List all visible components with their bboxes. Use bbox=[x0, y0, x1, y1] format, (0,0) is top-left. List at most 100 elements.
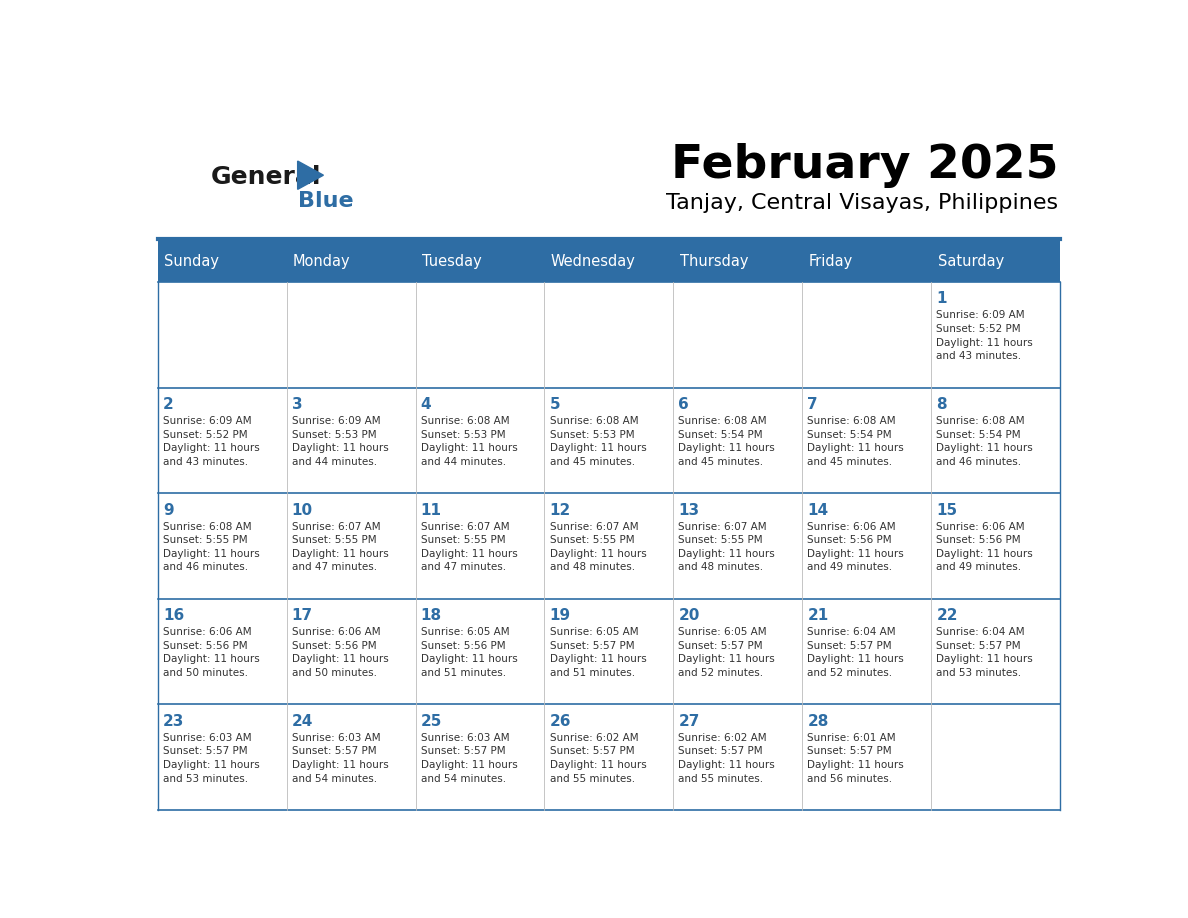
Text: Tanjay, Central Visayas, Philippines: Tanjay, Central Visayas, Philippines bbox=[666, 194, 1059, 214]
Bar bbox=[674, 387, 802, 493]
Bar bbox=[416, 387, 544, 493]
Bar bbox=[802, 387, 931, 493]
Bar bbox=[286, 599, 416, 704]
Text: Sunrise: 6:07 AM
Sunset: 5:55 PM
Daylight: 11 hours
and 47 minutes.: Sunrise: 6:07 AM Sunset: 5:55 PM Dayligh… bbox=[421, 521, 518, 573]
Text: Sunrise: 6:09 AM
Sunset: 5:53 PM
Daylight: 11 hours
and 44 minutes.: Sunrise: 6:09 AM Sunset: 5:53 PM Dayligh… bbox=[292, 416, 388, 467]
Bar bbox=[931, 387, 1060, 493]
Text: Sunrise: 6:09 AM
Sunset: 5:52 PM
Daylight: 11 hours
and 43 minutes.: Sunrise: 6:09 AM Sunset: 5:52 PM Dayligh… bbox=[163, 416, 260, 467]
Text: 19: 19 bbox=[550, 609, 570, 623]
Bar bbox=[544, 241, 674, 282]
Text: 2: 2 bbox=[163, 397, 173, 412]
Bar bbox=[931, 599, 1060, 704]
Text: Sunrise: 6:03 AM
Sunset: 5:57 PM
Daylight: 11 hours
and 54 minutes.: Sunrise: 6:03 AM Sunset: 5:57 PM Dayligh… bbox=[292, 733, 388, 784]
Text: 8: 8 bbox=[936, 397, 947, 412]
Bar bbox=[416, 282, 544, 387]
Text: General: General bbox=[211, 165, 322, 189]
Bar bbox=[158, 493, 286, 599]
Text: Sunrise: 6:06 AM
Sunset: 5:56 PM
Daylight: 11 hours
and 49 minutes.: Sunrise: 6:06 AM Sunset: 5:56 PM Dayligh… bbox=[936, 521, 1034, 573]
Text: 21: 21 bbox=[808, 609, 828, 623]
Bar bbox=[931, 241, 1060, 282]
Text: Sunrise: 6:06 AM
Sunset: 5:56 PM
Daylight: 11 hours
and 50 minutes.: Sunrise: 6:06 AM Sunset: 5:56 PM Dayligh… bbox=[163, 627, 260, 678]
Text: Saturday: Saturday bbox=[937, 254, 1004, 269]
Bar bbox=[286, 387, 416, 493]
Text: 15: 15 bbox=[936, 503, 958, 518]
Text: Sunrise: 6:08 AM
Sunset: 5:54 PM
Daylight: 11 hours
and 45 minutes.: Sunrise: 6:08 AM Sunset: 5:54 PM Dayligh… bbox=[808, 416, 904, 467]
Text: Sunrise: 6:01 AM
Sunset: 5:57 PM
Daylight: 11 hours
and 56 minutes.: Sunrise: 6:01 AM Sunset: 5:57 PM Dayligh… bbox=[808, 733, 904, 784]
Bar bbox=[544, 493, 674, 599]
Text: Sunrise: 6:03 AM
Sunset: 5:57 PM
Daylight: 11 hours
and 54 minutes.: Sunrise: 6:03 AM Sunset: 5:57 PM Dayligh… bbox=[421, 733, 518, 784]
Bar bbox=[544, 282, 674, 387]
Text: 14: 14 bbox=[808, 503, 828, 518]
Text: Thursday: Thursday bbox=[680, 254, 748, 269]
Text: Tuesday: Tuesday bbox=[422, 254, 481, 269]
Text: Wednesday: Wednesday bbox=[551, 254, 636, 269]
Text: 24: 24 bbox=[292, 714, 314, 729]
Text: 20: 20 bbox=[678, 609, 700, 623]
Text: 26: 26 bbox=[550, 714, 571, 729]
Bar bbox=[674, 282, 802, 387]
Bar bbox=[158, 241, 286, 282]
Text: 7: 7 bbox=[808, 397, 819, 412]
Text: 6: 6 bbox=[678, 397, 689, 412]
Text: Sunrise: 6:04 AM
Sunset: 5:57 PM
Daylight: 11 hours
and 52 minutes.: Sunrise: 6:04 AM Sunset: 5:57 PM Dayligh… bbox=[808, 627, 904, 678]
Bar bbox=[802, 599, 931, 704]
Bar bbox=[158, 704, 286, 810]
Bar bbox=[158, 282, 286, 387]
Bar bbox=[674, 599, 802, 704]
Text: 12: 12 bbox=[550, 503, 570, 518]
Text: Sunrise: 6:06 AM
Sunset: 5:56 PM
Daylight: 11 hours
and 49 minutes.: Sunrise: 6:06 AM Sunset: 5:56 PM Dayligh… bbox=[808, 521, 904, 573]
Bar bbox=[544, 387, 674, 493]
Text: 18: 18 bbox=[421, 609, 442, 623]
Text: Sunrise: 6:07 AM
Sunset: 5:55 PM
Daylight: 11 hours
and 48 minutes.: Sunrise: 6:07 AM Sunset: 5:55 PM Dayligh… bbox=[550, 521, 646, 573]
Text: Sunrise: 6:04 AM
Sunset: 5:57 PM
Daylight: 11 hours
and 53 minutes.: Sunrise: 6:04 AM Sunset: 5:57 PM Dayligh… bbox=[936, 627, 1034, 678]
Text: Sunrise: 6:05 AM
Sunset: 5:57 PM
Daylight: 11 hours
and 52 minutes.: Sunrise: 6:05 AM Sunset: 5:57 PM Dayligh… bbox=[678, 627, 776, 678]
Bar bbox=[674, 241, 802, 282]
Polygon shape bbox=[298, 161, 323, 189]
Bar bbox=[674, 493, 802, 599]
Bar bbox=[158, 387, 286, 493]
Bar bbox=[802, 704, 931, 810]
Text: 17: 17 bbox=[292, 609, 312, 623]
Text: 16: 16 bbox=[163, 609, 184, 623]
Text: Sunrise: 6:08 AM
Sunset: 5:53 PM
Daylight: 11 hours
and 45 minutes.: Sunrise: 6:08 AM Sunset: 5:53 PM Dayligh… bbox=[550, 416, 646, 467]
Text: 23: 23 bbox=[163, 714, 184, 729]
Text: Sunrise: 6:05 AM
Sunset: 5:56 PM
Daylight: 11 hours
and 51 minutes.: Sunrise: 6:05 AM Sunset: 5:56 PM Dayligh… bbox=[421, 627, 518, 678]
Text: 11: 11 bbox=[421, 503, 442, 518]
Text: 9: 9 bbox=[163, 503, 173, 518]
Text: 22: 22 bbox=[936, 609, 958, 623]
Bar bbox=[286, 493, 416, 599]
Bar bbox=[544, 599, 674, 704]
Text: Sunrise: 6:02 AM
Sunset: 5:57 PM
Daylight: 11 hours
and 55 minutes.: Sunrise: 6:02 AM Sunset: 5:57 PM Dayligh… bbox=[550, 733, 646, 784]
Text: Sunrise: 6:08 AM
Sunset: 5:53 PM
Daylight: 11 hours
and 44 minutes.: Sunrise: 6:08 AM Sunset: 5:53 PM Dayligh… bbox=[421, 416, 518, 467]
Bar bbox=[931, 282, 1060, 387]
Text: Sunrise: 6:07 AM
Sunset: 5:55 PM
Daylight: 11 hours
and 48 minutes.: Sunrise: 6:07 AM Sunset: 5:55 PM Dayligh… bbox=[678, 521, 776, 573]
Bar bbox=[416, 599, 544, 704]
Text: Sunrise: 6:08 AM
Sunset: 5:54 PM
Daylight: 11 hours
and 45 minutes.: Sunrise: 6:08 AM Sunset: 5:54 PM Dayligh… bbox=[678, 416, 776, 467]
Text: Sunrise: 6:08 AM
Sunset: 5:54 PM
Daylight: 11 hours
and 46 minutes.: Sunrise: 6:08 AM Sunset: 5:54 PM Dayligh… bbox=[936, 416, 1034, 467]
Text: 5: 5 bbox=[550, 397, 561, 412]
Text: Blue: Blue bbox=[298, 191, 353, 210]
Bar bbox=[286, 241, 416, 282]
Text: 1: 1 bbox=[936, 291, 947, 307]
Bar bbox=[802, 282, 931, 387]
Text: Sunrise: 6:05 AM
Sunset: 5:57 PM
Daylight: 11 hours
and 51 minutes.: Sunrise: 6:05 AM Sunset: 5:57 PM Dayligh… bbox=[550, 627, 646, 678]
Text: Sunrise: 6:08 AM
Sunset: 5:55 PM
Daylight: 11 hours
and 46 minutes.: Sunrise: 6:08 AM Sunset: 5:55 PM Dayligh… bbox=[163, 521, 260, 573]
Bar bbox=[286, 704, 416, 810]
Text: Sunday: Sunday bbox=[164, 254, 219, 269]
Bar bbox=[674, 704, 802, 810]
Text: Sunrise: 6:09 AM
Sunset: 5:52 PM
Daylight: 11 hours
and 43 minutes.: Sunrise: 6:09 AM Sunset: 5:52 PM Dayligh… bbox=[936, 310, 1034, 362]
Bar bbox=[802, 493, 931, 599]
Text: Sunrise: 6:06 AM
Sunset: 5:56 PM
Daylight: 11 hours
and 50 minutes.: Sunrise: 6:06 AM Sunset: 5:56 PM Dayligh… bbox=[292, 627, 388, 678]
Text: 10: 10 bbox=[292, 503, 312, 518]
Bar bbox=[544, 704, 674, 810]
Text: 4: 4 bbox=[421, 397, 431, 412]
Bar bbox=[416, 704, 544, 810]
Bar bbox=[416, 241, 544, 282]
Bar bbox=[158, 599, 286, 704]
Text: Friday: Friday bbox=[809, 254, 853, 269]
Text: February 2025: February 2025 bbox=[671, 143, 1059, 188]
Text: Sunrise: 6:03 AM
Sunset: 5:57 PM
Daylight: 11 hours
and 53 minutes.: Sunrise: 6:03 AM Sunset: 5:57 PM Dayligh… bbox=[163, 733, 260, 784]
Bar bbox=[931, 493, 1060, 599]
Text: Monday: Monday bbox=[293, 254, 350, 269]
Bar bbox=[931, 704, 1060, 810]
